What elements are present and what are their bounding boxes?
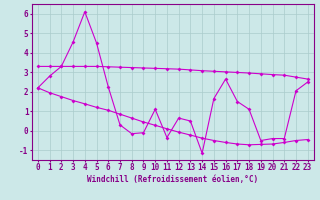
X-axis label: Windchill (Refroidissement éolien,°C): Windchill (Refroidissement éolien,°C): [87, 175, 258, 184]
